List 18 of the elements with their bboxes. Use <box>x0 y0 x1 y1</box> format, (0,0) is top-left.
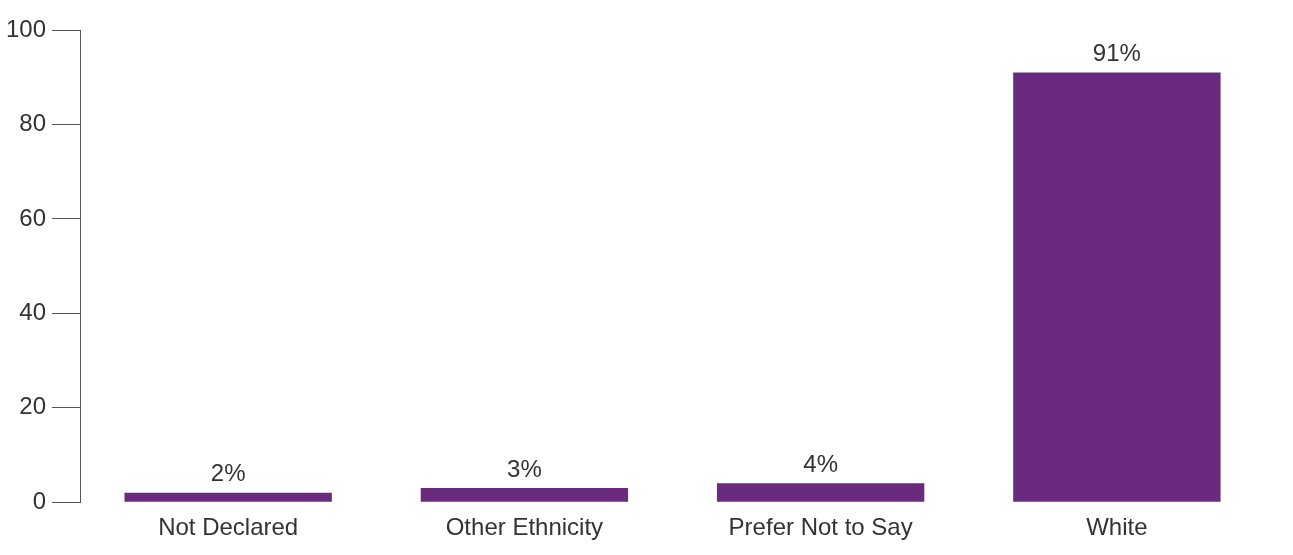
y-tick-label: 80 <box>19 109 47 137</box>
data-label: 91% <box>1092 39 1141 67</box>
data-label: 3% <box>507 454 542 482</box>
y-tick-label: 60 <box>19 203 47 231</box>
x-tick-label: Other Ethnicity <box>445 513 604 541</box>
x-tick-label: Prefer Not to Say <box>728 513 913 541</box>
x-tick-label: Not Declared <box>158 513 299 541</box>
y-tick-label: 0 <box>32 486 47 514</box>
x-tick-label: White <box>1086 513 1148 541</box>
bar <box>124 492 332 502</box>
y-tick-label: 100 <box>6 14 47 42</box>
bar <box>420 488 629 502</box>
data-label: 4% <box>803 449 838 477</box>
bar <box>1013 72 1221 502</box>
data-label: 2% <box>210 459 246 487</box>
y-tick-label: 20 <box>19 392 47 420</box>
y-tick-label: 40 <box>19 297 47 325</box>
bar <box>716 483 925 502</box>
